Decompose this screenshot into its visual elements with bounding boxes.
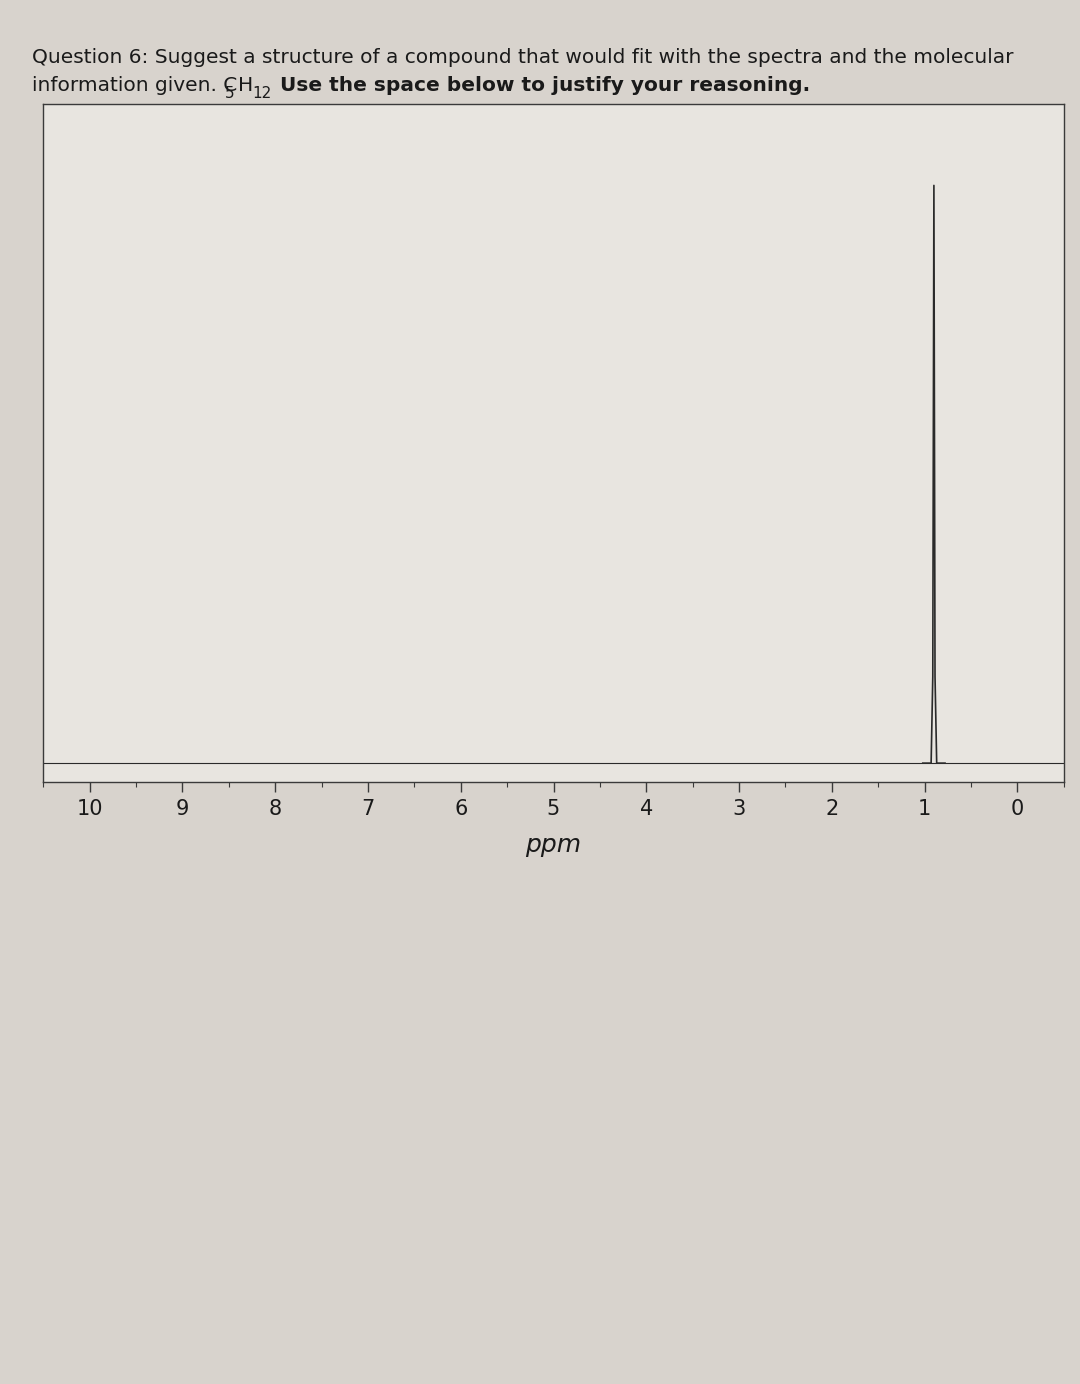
Text: 5: 5: [225, 86, 234, 101]
Text: Use the space below to justify your reasoning.: Use the space below to justify your reas…: [273, 76, 810, 95]
X-axis label: ppm: ppm: [526, 833, 581, 857]
Text: H: H: [239, 76, 254, 95]
Text: 12: 12: [253, 86, 272, 101]
Text: Question 6: Suggest a structure of a compound that would fit with the spectra an: Question 6: Suggest a structure of a com…: [32, 48, 1014, 68]
Text: information given. C: information given. C: [32, 76, 238, 95]
